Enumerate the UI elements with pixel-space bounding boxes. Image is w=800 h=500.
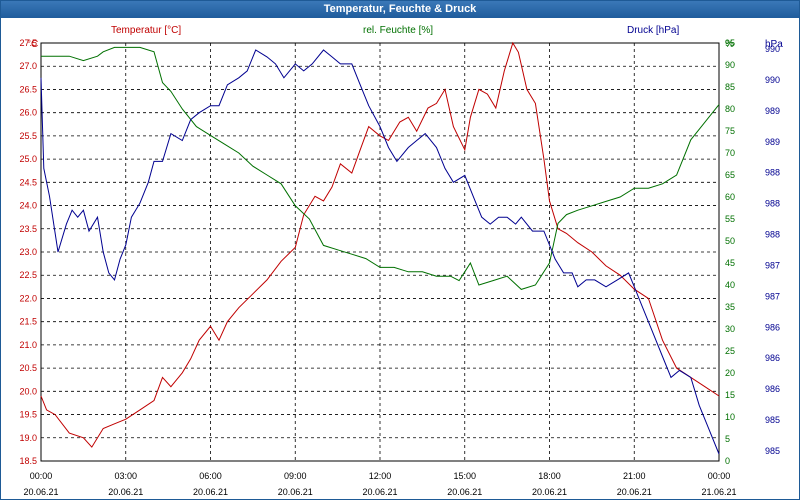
temperature-tick-label: 24.0 bbox=[19, 201, 37, 211]
x-tick-date: 20.06.21 bbox=[108, 487, 143, 497]
humidity-tick-label: 55 bbox=[725, 214, 735, 224]
pressure-tick-label: 988 bbox=[765, 230, 780, 240]
humidity-tick-label: 35 bbox=[725, 302, 735, 312]
humidity-tick-label: 50 bbox=[725, 236, 735, 246]
series-line-pressure bbox=[40, 49, 720, 455]
pressure-tick-label: 990 bbox=[765, 75, 780, 85]
x-tick-date: 21.06.21 bbox=[701, 487, 736, 497]
humidity-tick-label: 30 bbox=[725, 324, 735, 334]
humidity-tick-label: 25 bbox=[725, 346, 735, 356]
humidity-tick-label: 95 bbox=[725, 38, 735, 48]
x-tick-time: 15:00 bbox=[453, 471, 476, 481]
pressure-tick-label: 985 bbox=[765, 446, 780, 456]
x-tick-date: 20.06.21 bbox=[362, 487, 397, 497]
x-tick-date: 20.06.21 bbox=[193, 487, 228, 497]
humidity-tick-label: 0 bbox=[725, 456, 730, 466]
humidity-tick-label: 80 bbox=[725, 104, 735, 114]
pressure-tick-label: 989 bbox=[765, 137, 780, 147]
x-tick-time: 18:00 bbox=[538, 471, 561, 481]
humidity-tick-label: 45 bbox=[725, 258, 735, 268]
temperature-tick-label: 24.5 bbox=[19, 177, 37, 187]
humidity-unit: % bbox=[725, 39, 734, 50]
temperature-tick-label: 20.5 bbox=[19, 363, 37, 373]
humidity-tick-label: 40 bbox=[725, 280, 735, 290]
temperature-tick-label: 19.0 bbox=[19, 433, 37, 443]
temperature-axis-label: Temperatur [°C] bbox=[111, 25, 182, 36]
pressure-tick-label: 986 bbox=[765, 384, 780, 394]
humidity-tick-label: 15 bbox=[725, 390, 735, 400]
temperature-tick-label: 21.0 bbox=[19, 340, 37, 350]
temperature-tick-label: 26.5 bbox=[19, 84, 37, 94]
humidity-tick-label: 20 bbox=[725, 368, 735, 378]
temperature-tick-label: 23.5 bbox=[19, 224, 37, 234]
x-tick-time: 00:00 bbox=[30, 471, 53, 481]
humidity-tick-label: 10 bbox=[725, 412, 735, 422]
x-tick-date: 20.06.21 bbox=[532, 487, 567, 497]
humidity-tick-label: 5 bbox=[725, 434, 730, 444]
temperature-tick-label: 26.0 bbox=[19, 108, 37, 118]
pressure-tick-label: 987 bbox=[765, 260, 780, 270]
temperature-tick-label: 27.5 bbox=[19, 38, 37, 48]
temperature-tick-label: 19.5 bbox=[19, 410, 37, 420]
x-tick-time: 06:00 bbox=[199, 471, 222, 481]
humidity-tick-label: 75 bbox=[725, 126, 735, 136]
temperature-tick-label: 23.0 bbox=[19, 247, 37, 257]
pressure-tick-label: 986 bbox=[765, 353, 780, 363]
humidity-axis-label: rel. Feuchte [%] bbox=[363, 25, 434, 36]
x-tick-time: 03:00 bbox=[114, 471, 137, 481]
humidity-tick-label: 60 bbox=[725, 192, 735, 202]
x-tick-date: 20.06.21 bbox=[23, 487, 58, 497]
x-tick-time: 00:00 bbox=[708, 471, 731, 481]
humidity-tick-label: 90 bbox=[725, 60, 735, 70]
pressure-tick-label: 986 bbox=[765, 322, 780, 332]
pressure-tick-label: 987 bbox=[765, 291, 780, 301]
temperature-tick-label: 18.5 bbox=[19, 456, 37, 466]
pressure-tick-label: 989 bbox=[765, 106, 780, 116]
x-tick-time: 12:00 bbox=[369, 471, 392, 481]
x-tick-date: 20.06.21 bbox=[447, 487, 482, 497]
humidity-tick-label: 85 bbox=[725, 82, 735, 92]
humidity-tick-label: 70 bbox=[725, 148, 735, 158]
pressure-axis-label: Druck [hPa] bbox=[627, 25, 680, 36]
temperature-unit: °C bbox=[27, 39, 39, 50]
temperature-tick-label: 25.0 bbox=[19, 154, 37, 164]
humidity-tick-label: 65 bbox=[725, 170, 735, 180]
x-tick-time: 21:00 bbox=[623, 471, 646, 481]
pressure-tick-label: 988 bbox=[765, 168, 780, 178]
pressure-tick-label: 990 bbox=[765, 44, 780, 54]
temperature-tick-label: 25.5 bbox=[19, 131, 37, 141]
temperature-tick-label: 20.0 bbox=[19, 386, 37, 396]
temperature-tick-label: 21.5 bbox=[19, 317, 37, 327]
x-tick-date: 20.06.21 bbox=[617, 487, 652, 497]
temperature-tick-label: 22.5 bbox=[19, 270, 37, 280]
x-tick-time: 09:00 bbox=[284, 471, 307, 481]
pressure-unit: hPa bbox=[765, 39, 783, 50]
chart-plot: 18.5 19.0 19.5 20.0 20.5 21.0 21.5 22.0 22.5 23.0… bbox=[19, 38, 780, 497]
series-line-humidity bbox=[41, 46, 720, 290]
pressure-tick-label: 988 bbox=[765, 199, 780, 209]
pressure-tick-label: 985 bbox=[765, 415, 780, 425]
x-tick-date: 20.06.21 bbox=[278, 487, 313, 497]
window-title: Temperatur, Feuchte & Druck bbox=[1, 1, 799, 18]
temperature-tick-label: 22.0 bbox=[19, 293, 37, 303]
temperature-tick-label: 27.0 bbox=[19, 61, 37, 71]
